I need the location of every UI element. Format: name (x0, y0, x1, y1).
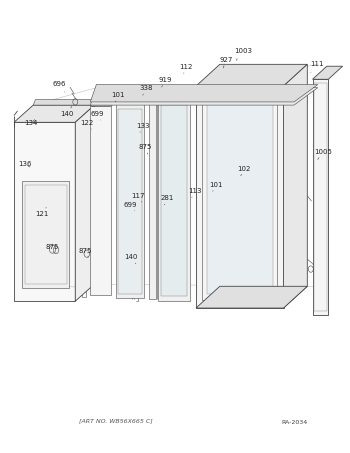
Text: 133: 133 (136, 123, 149, 132)
Polygon shape (14, 122, 75, 301)
Polygon shape (206, 100, 273, 294)
Polygon shape (313, 66, 343, 79)
Text: 927: 927 (219, 57, 232, 68)
Text: 281: 281 (161, 195, 174, 205)
Text: 117: 117 (132, 193, 145, 202)
Text: 1003: 1003 (234, 48, 252, 60)
Polygon shape (90, 85, 318, 102)
Text: 111: 111 (310, 61, 323, 72)
Polygon shape (149, 96, 162, 102)
Text: RA-2034: RA-2034 (281, 419, 307, 425)
Polygon shape (75, 105, 94, 301)
Polygon shape (118, 109, 142, 294)
Polygon shape (196, 64, 307, 86)
Text: 136: 136 (19, 161, 32, 167)
Polygon shape (161, 105, 187, 296)
Text: 140: 140 (61, 106, 74, 117)
Text: 919: 919 (159, 77, 172, 87)
Text: 101: 101 (112, 92, 125, 102)
Text: 121: 121 (35, 207, 49, 217)
Text: 134: 134 (24, 120, 37, 126)
Text: 101: 101 (210, 182, 223, 191)
Polygon shape (149, 102, 156, 299)
Text: 122: 122 (80, 120, 93, 129)
Polygon shape (116, 104, 144, 298)
Text: 699: 699 (91, 111, 104, 120)
Polygon shape (284, 64, 307, 308)
Text: 140: 140 (125, 254, 138, 264)
Polygon shape (196, 286, 307, 308)
Text: 875: 875 (78, 248, 91, 257)
Polygon shape (22, 181, 69, 288)
Polygon shape (90, 98, 120, 106)
Text: 112: 112 (179, 64, 192, 73)
Text: 699: 699 (124, 202, 137, 211)
Text: 113: 113 (189, 188, 202, 198)
Polygon shape (90, 106, 111, 295)
Text: 102: 102 (238, 165, 251, 176)
Polygon shape (116, 96, 153, 104)
Polygon shape (158, 100, 190, 301)
Text: [ART NO. WB56X665 C]: [ART NO. WB56X665 C] (79, 418, 152, 423)
Polygon shape (90, 88, 318, 105)
Polygon shape (158, 92, 199, 100)
Text: 696: 696 (52, 81, 65, 92)
Polygon shape (313, 79, 328, 315)
Text: 875: 875 (139, 144, 152, 154)
Text: 1005: 1005 (314, 149, 332, 159)
Polygon shape (14, 105, 94, 122)
Text: 875: 875 (45, 244, 58, 253)
Polygon shape (33, 100, 97, 105)
Text: 338: 338 (140, 85, 153, 95)
Polygon shape (196, 86, 284, 308)
